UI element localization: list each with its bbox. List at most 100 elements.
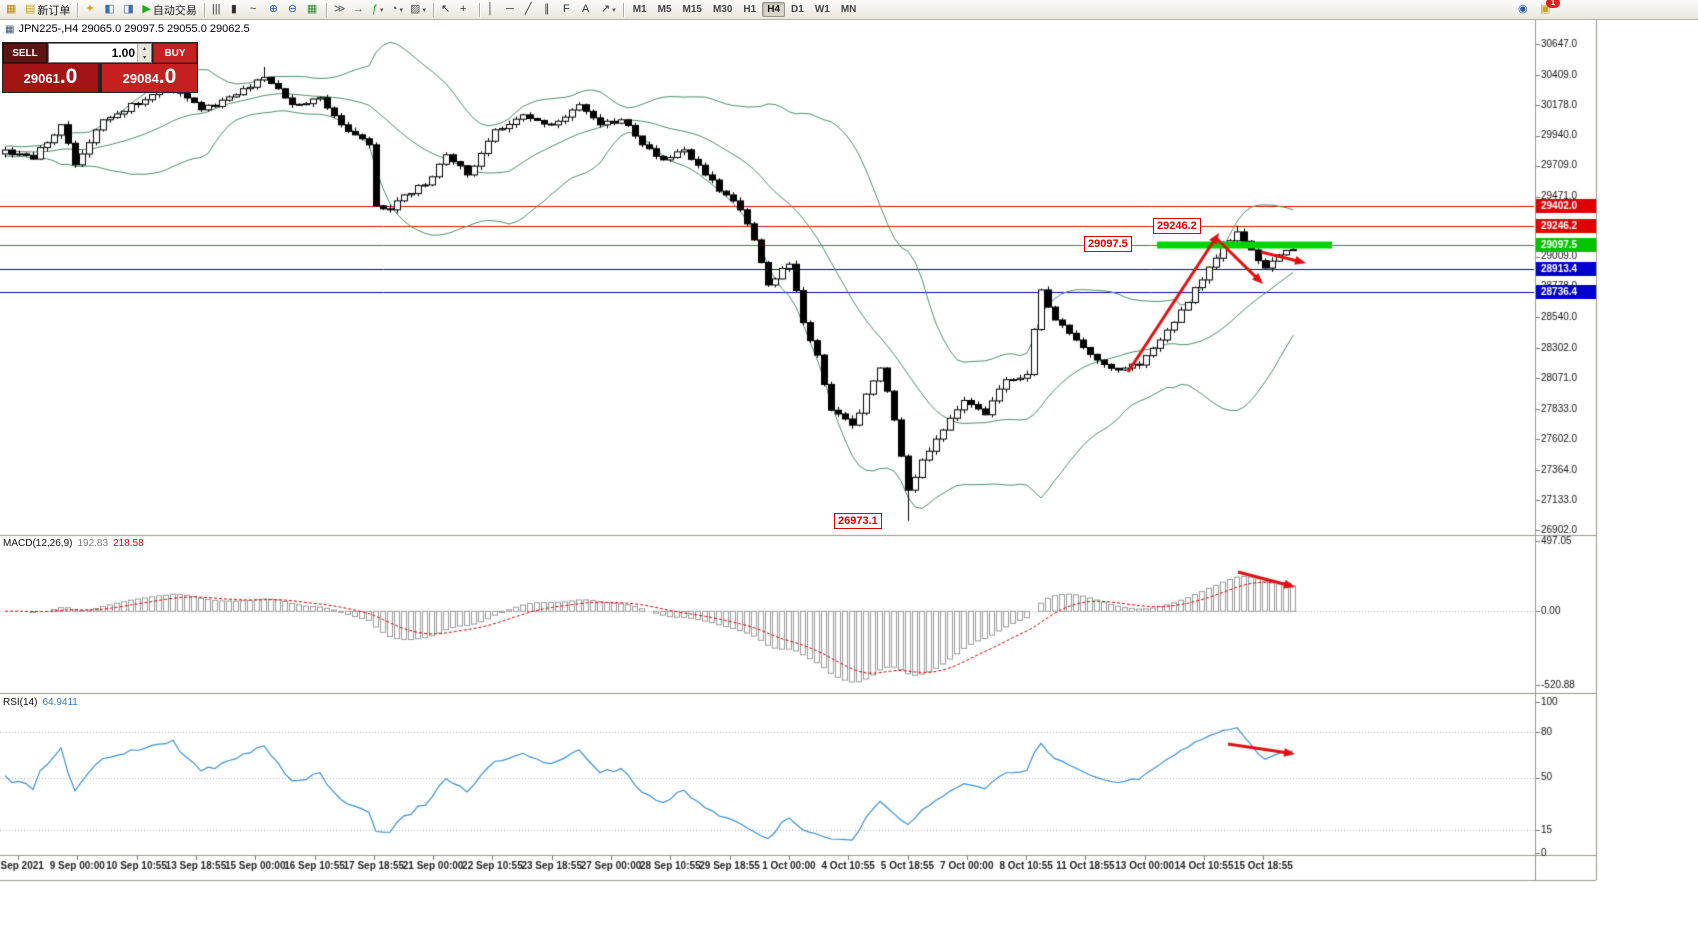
volume-decrease-button[interactable]: ▾ <box>138 53 151 62</box>
timeframe-w1[interactable]: W1 <box>810 2 835 17</box>
dropdown-caret-icon: ▾ <box>422 6 426 14</box>
fibonacci-icon: F <box>562 3 570 15</box>
bar-chart-type-icon: ||| <box>211 3 221 15</box>
toolbar-separator <box>622 2 624 17</box>
chart-shift-button[interactable]: → <box>350 1 368 19</box>
volume-input[interactable] <box>49 44 137 62</box>
timeframe-mn[interactable]: MN <box>836 2 862 17</box>
arrows-icon: ↗ <box>600 3 611 15</box>
vertical-line-icon: │ <box>486 3 494 15</box>
cursor-button[interactable]: ↖ <box>438 1 456 19</box>
timeframe-d1[interactable]: D1 <box>786 2 809 17</box>
templates-button[interactable]: ▨ ▾ <box>407 1 429 19</box>
timeframe-m5[interactable]: M5 <box>653 2 677 17</box>
channel-button[interactable]: ∥ <box>541 1 559 19</box>
line-chart-type-icon: ~ <box>249 3 257 15</box>
new-chart-icon: ▦ <box>6 3 17 15</box>
timeframe-h4[interactable]: H4 <box>762 2 786 17</box>
sell-button[interactable]: SELL <box>3 43 47 63</box>
indicators-button[interactable]: ƒ ▾ <box>369 1 387 19</box>
crosshair-button[interactable]: + <box>457 1 475 19</box>
sell-price[interactable]: 29061.0 <box>3 64 98 92</box>
chart-icon: ▦ <box>5 23 15 35</box>
rsi-indicator-label: RSI(14) 64.9411 <box>3 697 78 708</box>
fibonacci-button[interactable]: F <box>560 1 578 19</box>
trendline-button[interactable]: ╱ <box>522 1 540 19</box>
swing-low-price-label[interactable]: 26973.1 <box>834 513 882 529</box>
zoom-out-icon: ⊖ <box>287 3 298 15</box>
navigator-icon: ◨ <box>123 3 134 15</box>
macd-name: MACD(12,26,9) <box>3 538 73 549</box>
timeframe-m30[interactable]: M30 <box>708 2 737 17</box>
notification-badge: 1 <box>1546 0 1560 8</box>
toolbar-separator <box>432 2 434 17</box>
market-watch-button[interactable]: ◧ <box>101 1 119 19</box>
chart-shift-icon: → <box>352 3 364 15</box>
channel-icon: ∥ <box>543 3 550 15</box>
tile-windows-icon: ▦ <box>306 3 318 15</box>
price-chart-canvas[interactable] <box>0 20 1698 945</box>
search-icon-icon: ◉ <box>1518 3 1528 15</box>
dropdown-caret-icon: ▾ <box>380 6 384 14</box>
one-click-trading-panel: SELL ▴ ▾ BUY 29061.0 29084.0 <box>2 42 198 93</box>
search-icon-button[interactable]: ◉ <box>1515 1 1533 19</box>
horizontal-line-button[interactable]: ─ <box>503 1 521 19</box>
periods-icon: ◔ <box>390 3 398 15</box>
macd-indicator-label: MACD(12,26,9) 192.83 218.58 <box>3 538 144 549</box>
toolbar-right-group: ◉ ▣ 1 <box>1515 0 1560 19</box>
toolbar-separator <box>203 2 205 17</box>
line-chart-type-button[interactable]: ~ <box>247 1 265 19</box>
crosshair-icon: + <box>459 3 467 15</box>
new-order-icon: ▤ <box>25 3 36 15</box>
arrows-button[interactable]: ↗ ▾ <box>598 1 619 19</box>
timeframe-m1[interactable]: M1 <box>628 2 652 17</box>
tile-windows-button[interactable]: ▦ <box>304 1 322 19</box>
templates-icon: ▨ <box>410 3 421 15</box>
notifications-button[interactable]: ▣ 1 <box>1537 0 1560 19</box>
sell-price-main: 29061 <box>23 71 60 86</box>
new-order-button-label: 新订单 <box>37 4 71 17</box>
toolbar-separator <box>478 2 480 17</box>
buy-price-main: 29084 <box>122 71 159 86</box>
toolbar-separator <box>77 2 79 17</box>
rsi-name: RSI(14) <box>3 697 38 708</box>
support-zone-price-label[interactable]: 29097.5 <box>1084 236 1132 252</box>
zoom-in-icon: ⊕ <box>268 3 279 15</box>
dropdown-caret-icon: ▾ <box>612 6 616 14</box>
volume-field: ▴ ▾ <box>48 43 152 63</box>
auto-scroll-button[interactable]: ≫ <box>331 1 349 19</box>
vertical-line-button[interactable]: │ <box>484 1 502 19</box>
timeframe-m15[interactable]: M15 <box>678 2 707 17</box>
bar-chart-type-button[interactable]: ||| <box>209 1 227 19</box>
toolbar: ▦ ▤ 新订单 ✦ ◧ ◨ ▶ 自动交易 ||| ▮ ~ ⊕ ⊖ ▦ ≫ → ƒ ▾ ◔ ▾ ▨ ▾ ↖ + │ ─ ╱ ∥ F A ↗ ▾ M… <box>0 0 1698 20</box>
new-chart-button[interactable]: ▦ <box>3 1 21 19</box>
auto-trading-button-label: 自动交易 <box>152 4 197 17</box>
dropdown-caret-icon: ▾ <box>399 6 404 14</box>
horizontal-line-icon: ─ <box>505 3 514 15</box>
volume-stepper: ▴ ▾ <box>137 44 151 62</box>
candlestick-chart-type-icon: ▮ <box>230 3 237 15</box>
rsi-value: 64.9411 <box>42 697 78 708</box>
profiles-button[interactable]: ✦ <box>82 1 100 19</box>
auto-trading-button[interactable]: ▶ 自动交易 <box>139 1 199 19</box>
text-button[interactable]: A <box>579 1 597 19</box>
candlestick-chart-type-button[interactable]: ▮ <box>228 1 246 19</box>
resistance-price-label[interactable]: 29246.2 <box>1153 218 1201 234</box>
new-order-button[interactable]: ▤ 新订单 <box>22 1 73 19</box>
zoom-out-button[interactable]: ⊖ <box>285 1 303 19</box>
buy-button[interactable]: BUY <box>153 43 197 63</box>
toolbar-separator <box>325 2 327 17</box>
trendline-icon: ╱ <box>524 3 532 15</box>
chart-area: ▦ JPN225-,H4 29065.0 29097.5 29055.0 290… <box>0 20 1698 945</box>
macd-signal-value: 218.58 <box>113 538 144 549</box>
periods-button[interactable]: ◔ ▾ <box>388 1 406 19</box>
notifications-icon: ▣ <box>1540 3 1551 15</box>
timeframe-h1[interactable]: H1 <box>738 2 761 17</box>
buy-price[interactable]: 29084.0 <box>102 64 197 92</box>
navigator-button[interactable]: ◨ <box>120 1 138 19</box>
volume-increase-button[interactable]: ▴ <box>138 44 151 53</box>
auto-trading-icon: ▶ <box>142 3 151 15</box>
zoom-in-button[interactable]: ⊕ <box>266 1 284 19</box>
market-watch-icon: ◧ <box>104 3 115 15</box>
